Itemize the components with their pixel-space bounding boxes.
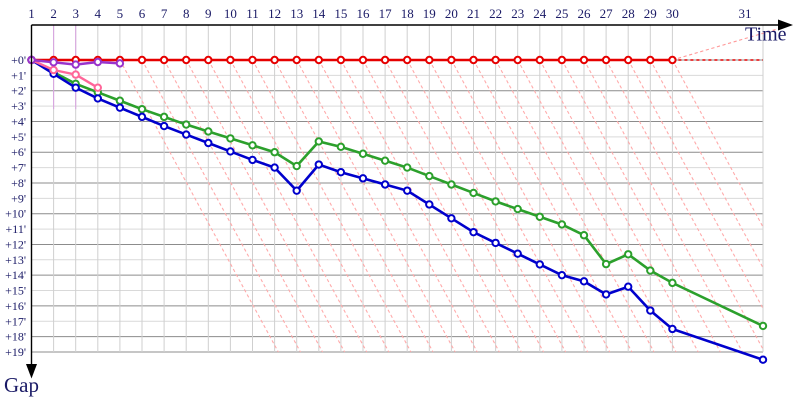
svg-text:20: 20 <box>445 6 458 21</box>
svg-text:7: 7 <box>161 6 168 21</box>
svg-text:9: 9 <box>205 6 212 21</box>
svg-text:1: 1 <box>28 6 35 21</box>
svg-text:+14': +14' <box>5 268 26 282</box>
svg-text:Time: Time <box>745 24 787 46</box>
svg-text:+4': +4' <box>11 114 26 128</box>
svg-text:+2': +2' <box>11 84 26 98</box>
svg-text:+11': +11' <box>6 222 26 236</box>
svg-text:+1': +1' <box>11 68 26 82</box>
svg-text:16: 16 <box>357 6 371 21</box>
svg-text:10: 10 <box>224 6 237 21</box>
svg-text:17: 17 <box>379 6 393 21</box>
svg-text:14: 14 <box>312 6 326 21</box>
svg-text:+6': +6' <box>11 145 26 159</box>
svg-text:+3': +3' <box>11 99 26 113</box>
svg-text:+13': +13' <box>5 253 26 267</box>
svg-text:+18': +18' <box>5 330 26 344</box>
svg-text:+9': +9' <box>11 191 26 205</box>
svg-text:21: 21 <box>467 6 480 21</box>
svg-text:3: 3 <box>72 6 79 21</box>
svg-text:15: 15 <box>334 6 347 21</box>
svg-text:27: 27 <box>600 6 614 21</box>
svg-text:11: 11 <box>246 6 259 21</box>
svg-text:24: 24 <box>533 6 547 21</box>
svg-text:8: 8 <box>183 6 190 21</box>
svg-text:+12': +12' <box>5 237 26 251</box>
svg-text:13: 13 <box>290 6 303 21</box>
svg-text:Gap: Gap <box>4 373 39 397</box>
svg-text:23: 23 <box>511 6 524 21</box>
svg-text:+17': +17' <box>5 314 26 328</box>
svg-text:19: 19 <box>423 6 436 21</box>
svg-text:+15': +15' <box>5 284 26 298</box>
svg-text:+5': +5' <box>11 130 26 144</box>
svg-text:26: 26 <box>578 6 592 21</box>
svg-text:29: 29 <box>644 6 657 21</box>
svg-text:+16': +16' <box>5 299 26 313</box>
svg-text:25: 25 <box>555 6 568 21</box>
svg-text:28: 28 <box>622 6 635 21</box>
svg-text:+10': +10' <box>5 207 26 221</box>
svg-text:+0': +0' <box>11 53 26 67</box>
svg-text:6: 6 <box>139 6 146 21</box>
svg-text:12: 12 <box>268 6 281 21</box>
svg-text:22: 22 <box>489 6 502 21</box>
svg-text:+19': +19' <box>5 345 26 359</box>
svg-text:+7': +7' <box>11 161 26 175</box>
svg-text:18: 18 <box>401 6 414 21</box>
svg-text:30: 30 <box>666 6 679 21</box>
svg-text:2: 2 <box>50 6 57 21</box>
svg-text:5: 5 <box>117 6 124 21</box>
svg-text:+8': +8' <box>11 176 26 190</box>
svg-text:4: 4 <box>95 6 102 21</box>
svg-text:31: 31 <box>739 6 752 21</box>
